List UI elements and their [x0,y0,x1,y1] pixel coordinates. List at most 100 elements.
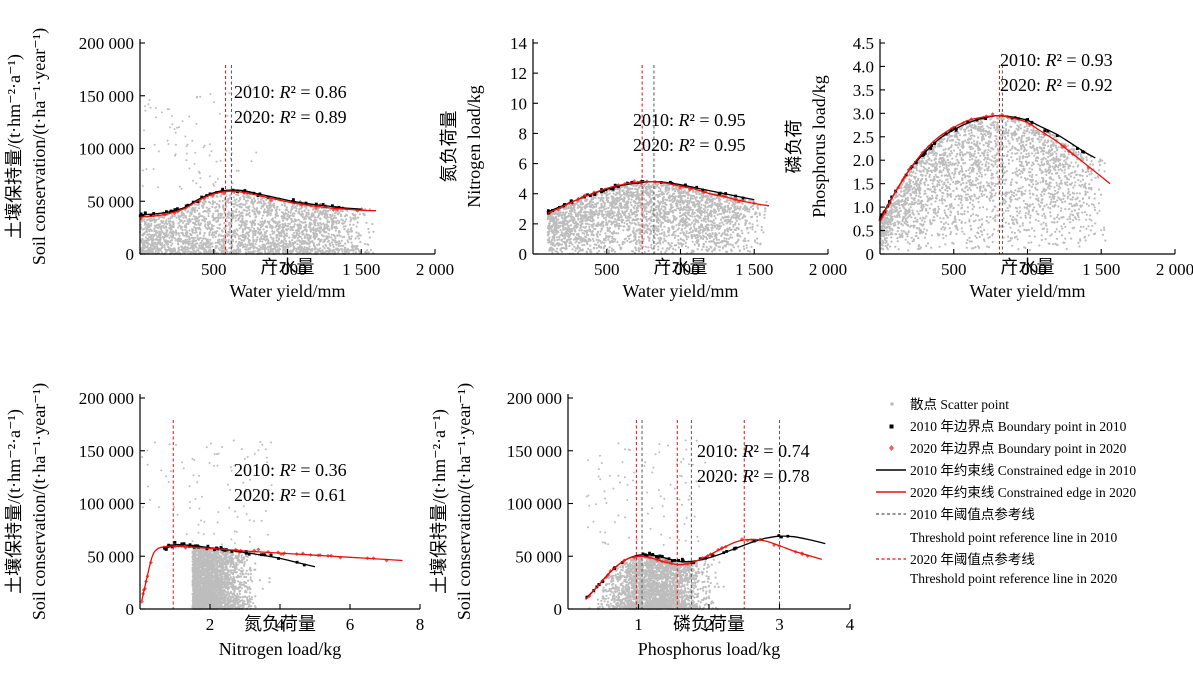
scatter-point [248,215,252,218]
scatter-point [657,248,660,251]
scatter-point [184,250,187,253]
scatter-point [193,209,196,212]
scatter-point [255,238,258,241]
scatter-point [298,208,301,211]
scatter-point [256,250,259,253]
scatter-point [354,217,357,220]
scatter-point [592,234,595,237]
scatter-point [671,188,674,191]
scatter-point [242,195,245,198]
scatter-point [162,233,165,236]
scatter-point [714,211,717,214]
scatter-point [239,244,242,248]
scatter-point [371,223,374,226]
scatter-point [598,207,601,210]
scatter-point [173,237,176,240]
scatter-point [189,220,192,223]
scatter-point [677,235,680,238]
scatter-point [228,242,232,245]
scatter-point [272,237,275,240]
scatter-point [613,223,616,226]
scatter-point [196,237,199,240]
scatter-point [334,216,337,220]
scatter-point [216,178,219,180]
scatter-point [616,201,619,204]
scatter-point [258,238,261,241]
scatter-point [680,217,684,220]
scatter-point [251,230,255,233]
scatter-point [280,234,283,237]
scatter-point [297,223,300,226]
scatter-point [698,192,701,195]
scatter-point [645,219,649,223]
scatter-point [152,235,155,238]
scatter-point [181,231,184,234]
scatter-point [702,204,706,207]
scatter-point [246,220,249,223]
scatter-point [347,233,350,236]
scatter-point [726,198,729,202]
scatter-point [695,200,698,203]
scatter-point [620,221,624,224]
scatter-point [324,231,327,234]
scatter-point [244,235,248,238]
scatter-point [573,245,576,248]
scatter-point [666,216,669,219]
scatter-point [297,218,300,221]
scatter-point [312,241,315,245]
scatter-point [307,211,310,214]
scatter-point [172,225,175,228]
scatter-point [273,247,276,251]
scatter-point [254,231,257,234]
scatter-point [151,239,154,242]
scatter-point [345,218,348,221]
scatter-point [165,219,168,222]
scatter-point [178,218,181,221]
scatter-point [199,214,202,217]
scatter-point [154,238,157,241]
scatter-point [569,224,572,227]
scatter-point [193,231,196,234]
scatter-point [626,200,629,203]
scatter-point [353,245,356,248]
scatter-point [710,226,713,229]
scatter-point [147,103,150,106]
scatter-point [571,243,574,246]
scatter-point [237,210,241,213]
scatter-point [262,205,265,208]
scatter-point [195,239,198,242]
scatter-point [547,222,551,225]
scatter-point [561,250,564,254]
scatter-point [185,226,188,229]
scatter-point [633,222,636,225]
scatter-point [606,210,610,213]
scatter-point [144,250,147,253]
scatter-point [318,239,321,242]
scatter-point [339,244,343,247]
scatter-point [263,231,266,234]
scatter-point [253,212,257,215]
scatter-point [281,211,284,214]
scatter-point [263,208,266,211]
scatter-point [372,230,375,233]
scatter-point [292,226,295,229]
scatter-point [344,225,347,228]
scatter-point [318,227,322,230]
scatter-point [186,220,189,223]
scatter-point [696,248,699,251]
scatter-point [192,238,195,241]
scatter-point [671,221,674,224]
scatter-point [561,234,565,237]
scatter-point [304,221,307,224]
scatter-point [686,197,690,200]
scatter-point [674,209,678,212]
scatter-point [250,226,253,229]
scatter-point [705,236,708,239]
scatter-point [702,228,705,232]
scatter-point [316,243,319,247]
scatter-point [661,191,664,194]
scatter-point [751,204,754,207]
scatter-point [615,220,618,223]
scatter-point [619,202,623,205]
scatter-point [154,107,157,109]
